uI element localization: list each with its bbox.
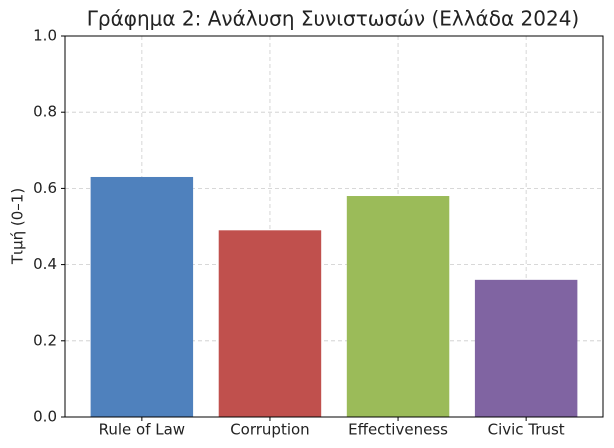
x-tick-label: Corruption (230, 421, 309, 439)
chart-title: Γράφημα 2: Ανάλυση Συνιστωσών (Ελλάδα 20… (87, 7, 579, 31)
y-tick-label: 0.8 (33, 103, 57, 121)
bar (346, 196, 450, 417)
y-tick-label: 1.0 (33, 27, 57, 45)
bar (218, 230, 322, 417)
bar (90, 176, 194, 417)
y-tick-label: 0.2 (33, 331, 57, 349)
x-tick-label: Rule of Law (99, 421, 185, 439)
plot-frame (64, 35, 604, 418)
bar (474, 279, 578, 417)
y-tick-label: 0.4 (33, 255, 57, 273)
x-tick-label: Civic Trust (488, 421, 565, 439)
y-tick-label: 0.6 (33, 179, 57, 197)
y-axis-label: Τιμή (0–1) (9, 188, 27, 265)
y-tick-label: 0.0 (33, 408, 57, 426)
x-tick-label: Effectiveness (348, 421, 448, 439)
